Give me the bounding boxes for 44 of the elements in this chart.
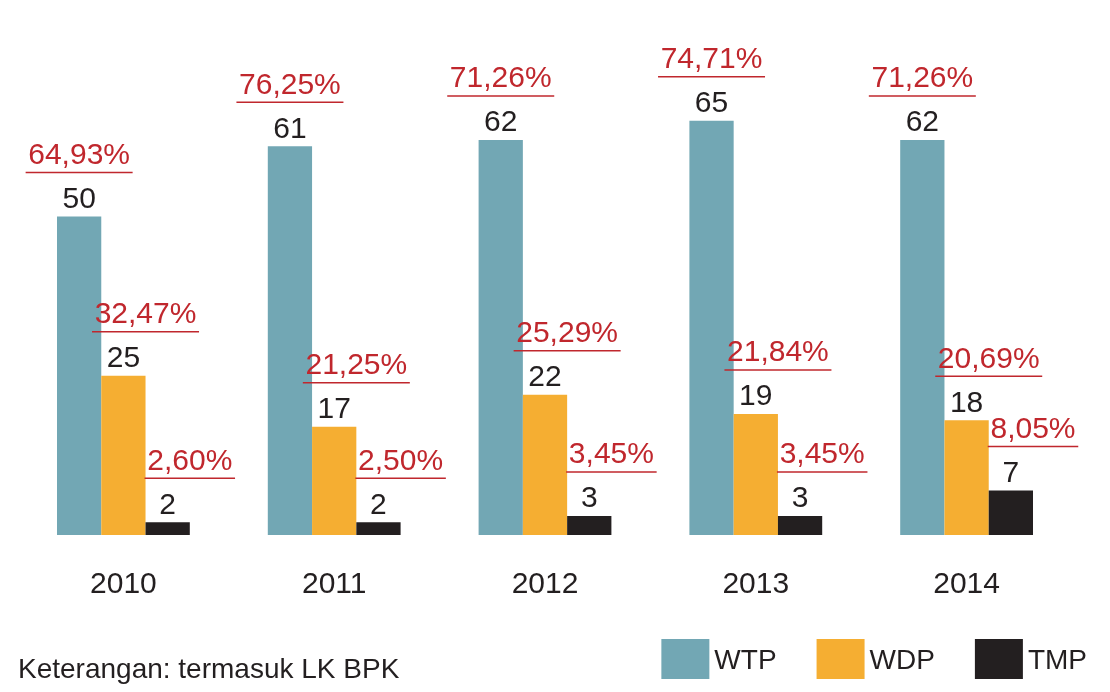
text: 71,26% bbox=[871, 60, 974, 94]
bar bbox=[944, 420, 989, 535]
data-label: 2 bbox=[159, 486, 177, 520]
bar bbox=[777, 515, 823, 535]
annotation: 2,50% bbox=[358, 442, 444, 476]
bar bbox=[567, 515, 612, 535]
bar bbox=[356, 522, 401, 535]
bar bbox=[312, 426, 357, 535]
annotation: 64,93% bbox=[28, 136, 131, 170]
bar bbox=[733, 413, 778, 535]
data-label: 65 bbox=[694, 85, 729, 119]
annotation: 2,60% bbox=[147, 442, 233, 476]
x-tick-label: 2013 bbox=[722, 565, 790, 599]
legend-label: TMP bbox=[1027, 643, 1088, 675]
data-label: 50 bbox=[62, 180, 96, 214]
annotation: 3,45% bbox=[568, 436, 654, 470]
data-label: 62 bbox=[905, 104, 940, 138]
x-tick-label: 2012 bbox=[511, 565, 579, 599]
data-label: 7 bbox=[1002, 454, 1020, 488]
bar bbox=[145, 522, 190, 535]
text: 74,71% bbox=[660, 41, 763, 75]
data-label: 61 bbox=[273, 110, 307, 144]
text: 71,26% bbox=[449, 60, 552, 94]
text: Keterangan: termasuk LK BPK bbox=[18, 652, 400, 684]
annotation: 3,45% bbox=[779, 436, 865, 470]
data-label: 3 bbox=[580, 480, 598, 514]
data-label: 19 bbox=[739, 378, 773, 412]
legend-label: WDP bbox=[869, 643, 935, 675]
x-tick-label: 2011 bbox=[301, 565, 367, 599]
data-label: 3 bbox=[791, 480, 809, 514]
data-label: 17 bbox=[317, 391, 351, 425]
data-label: 22 bbox=[528, 359, 562, 393]
annotation: 8,05% bbox=[990, 410, 1076, 444]
data-label: 25 bbox=[106, 340, 141, 374]
bar bbox=[988, 490, 1033, 535]
legend-label: WTP bbox=[714, 643, 777, 675]
data-label: 62 bbox=[484, 104, 518, 138]
bar bbox=[522, 394, 568, 535]
x-tick-label: 2010 bbox=[90, 565, 157, 599]
data-label: 18 bbox=[949, 384, 984, 418]
data-label: 2 bbox=[370, 486, 387, 520]
bar bbox=[101, 375, 146, 535]
text: 76,25% bbox=[239, 66, 341, 100]
x-tick-label: 2014 bbox=[933, 565, 1000, 599]
